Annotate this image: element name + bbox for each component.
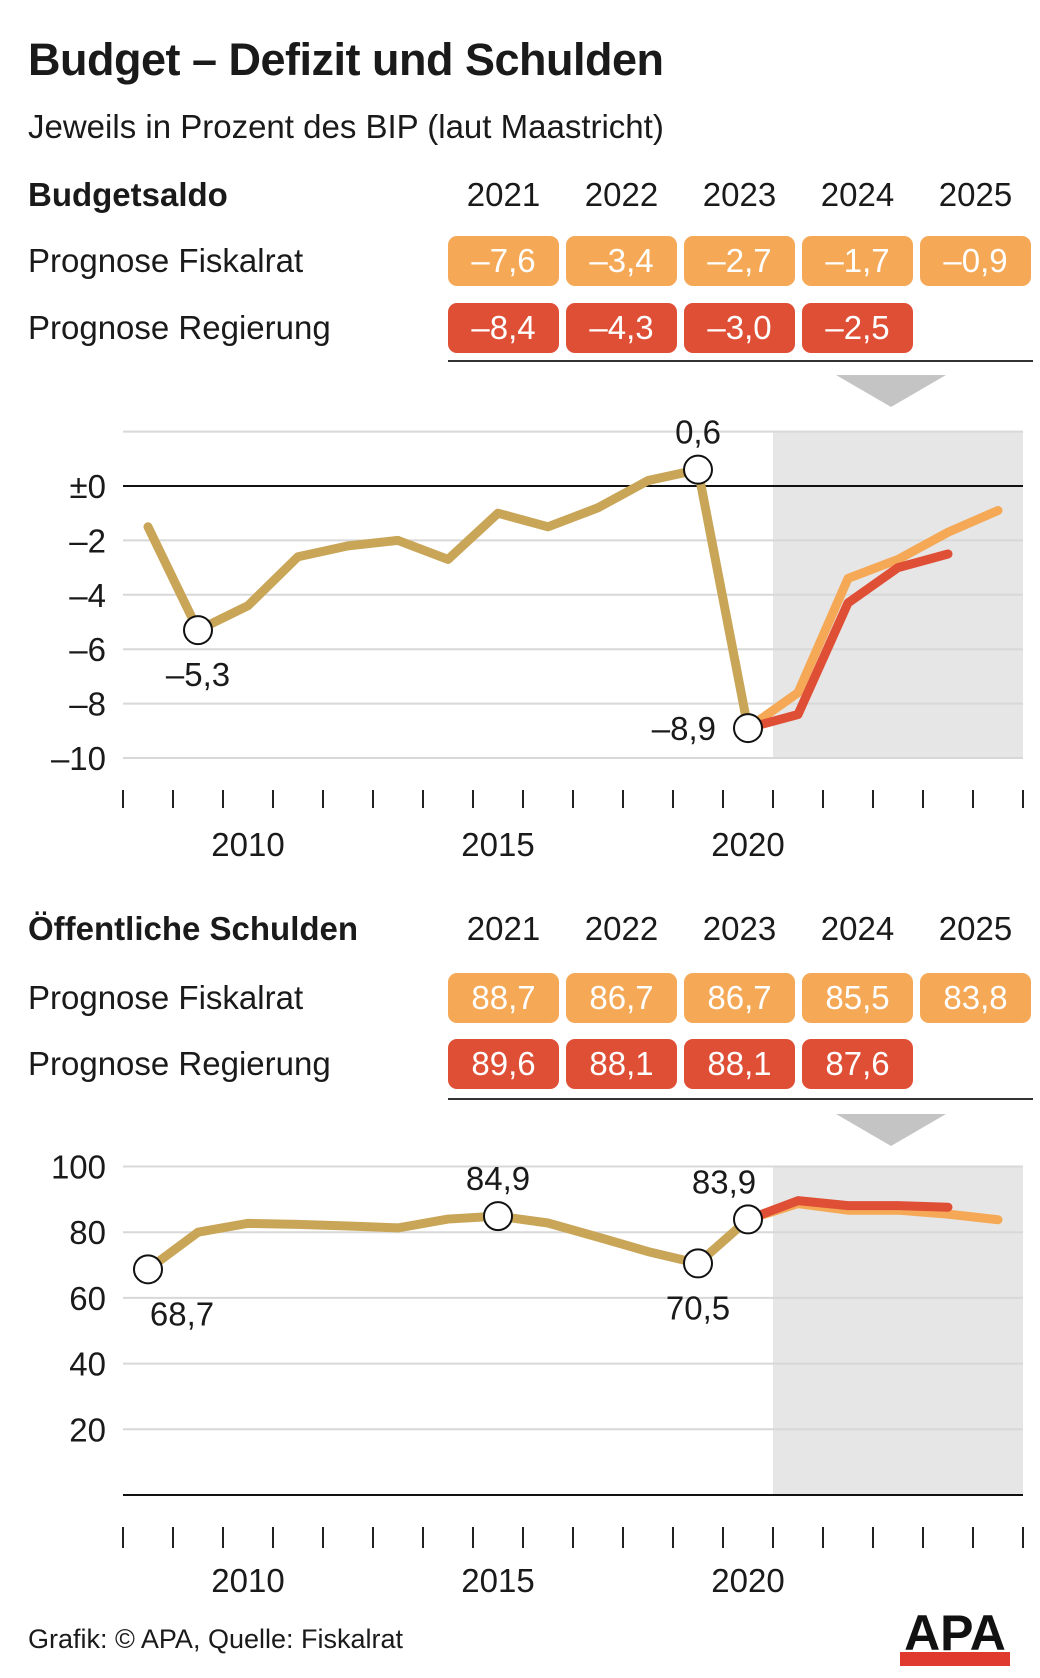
data-point-marker [683, 1248, 713, 1279]
y-tick-label: 20 [69, 1411, 106, 1448]
data-label: 83,9 [692, 1163, 756, 1200]
fiskalrat-value-box: –3,4 [566, 236, 677, 286]
regierung-value-box: –2,5 [802, 303, 913, 353]
y-tick-label: –6 [69, 631, 106, 668]
y-tick-label: ±0 [70, 468, 106, 505]
regierung-value-box: 89,6 [448, 1039, 559, 1089]
table-year: 2023 [702, 910, 777, 947]
data-point-marker [683, 454, 713, 485]
x-tick-label: 2010 [211, 826, 284, 863]
row-label: Prognose Fiskalrat [28, 979, 304, 1016]
table-heading: Budgetsaldo [28, 176, 228, 213]
row-label: Prognose Regierung [28, 309, 331, 346]
regierung-value-box: –8,4 [448, 303, 559, 353]
fiskalrat-value-box: –2,7 [684, 236, 795, 286]
row-label: Prognose Fiskalrat [28, 242, 304, 279]
table-year: 2024 [820, 910, 895, 947]
data-label: 0,6 [675, 414, 721, 451]
regierung-value-box: –3,0 [684, 303, 795, 353]
data-label: –8,9 [652, 710, 716, 747]
x-tick-label: 2020 [711, 1562, 784, 1599]
x-tick-label: 2020 [711, 826, 784, 863]
fiskalrat-value-box: –0,9 [920, 236, 1031, 286]
table-year: 2025 [938, 910, 1013, 947]
regierung-value-box: 88,1 [566, 1039, 677, 1089]
series-line-regierung [743, 549, 953, 733]
y-tick-label: 60 [69, 1280, 106, 1317]
regierung-value-box: –4,3 [566, 303, 677, 353]
data-point-marker [733, 713, 763, 744]
x-tick-label: 2015 [461, 1562, 534, 1599]
x-tick-label: 2015 [461, 826, 534, 863]
table-divider [448, 360, 1033, 362]
fiskalrat-value-box: 86,7 [684, 973, 795, 1023]
fiskalrat-value-box: 86,7 [566, 973, 677, 1023]
table-year: 2024 [820, 176, 895, 213]
series-line-history [143, 465, 753, 733]
forecast-pointer-icon [836, 1114, 946, 1146]
table-heading: Öffentliche Schulden [28, 910, 359, 947]
fiskalrat-value-box: –7,6 [448, 236, 559, 286]
table-year: 2022 [584, 910, 659, 947]
table-year: 2023 [702, 176, 777, 213]
fiskalrat-value-box: 88,7 [448, 973, 559, 1023]
row-label: Prognose Regierung [28, 1045, 331, 1082]
data-point-marker [183, 615, 213, 646]
y-tick-label: –8 [69, 686, 106, 723]
y-tick-label: 100 [51, 1149, 106, 1186]
y-tick-label: 80 [69, 1214, 106, 1251]
data-point-marker [483, 1201, 513, 1232]
y-tick-label: 40 [69, 1346, 106, 1383]
table-year: 2022 [584, 176, 659, 213]
regierung-value-box: 88,1 [684, 1039, 795, 1089]
y-tick-label: –2 [69, 522, 106, 559]
table-year: 2021 [466, 176, 541, 213]
data-label: 70,5 [666, 1289, 730, 1326]
fiskalrat-value-box: –1,7 [802, 236, 913, 286]
fiskalrat-value-box: 85,5 [802, 973, 913, 1023]
chart-title: Budget – Defizit und Schulden [28, 34, 664, 85]
data-label: 84,9 [466, 1160, 530, 1197]
chart-subtitle: Jeweils in Prozent des BIP (laut Maastri… [28, 108, 664, 145]
source-credit: Grafik: © APA, Quelle: Fiskalrat [28, 1624, 404, 1654]
data-label: 68,7 [150, 1295, 214, 1332]
forecast-pointer-icon [836, 375, 946, 407]
fiskalrat-value-box: 83,8 [920, 973, 1031, 1023]
series-line-fiskalrat [743, 505, 1003, 733]
data-point-marker [133, 1254, 163, 1285]
table-year: 2021 [466, 910, 541, 947]
regierung-value-box: 87,6 [802, 1039, 913, 1089]
y-tick-label: –4 [69, 577, 106, 614]
x-tick-label: 2010 [211, 1562, 284, 1599]
series-line-history [143, 1211, 753, 1274]
table-year: 2025 [938, 176, 1013, 213]
data-point-marker [733, 1204, 763, 1235]
table-divider [448, 1098, 1033, 1100]
y-tick-label: –10 [51, 740, 106, 777]
series-line-regierung [743, 1196, 953, 1224]
data-label: –5,3 [166, 656, 230, 693]
